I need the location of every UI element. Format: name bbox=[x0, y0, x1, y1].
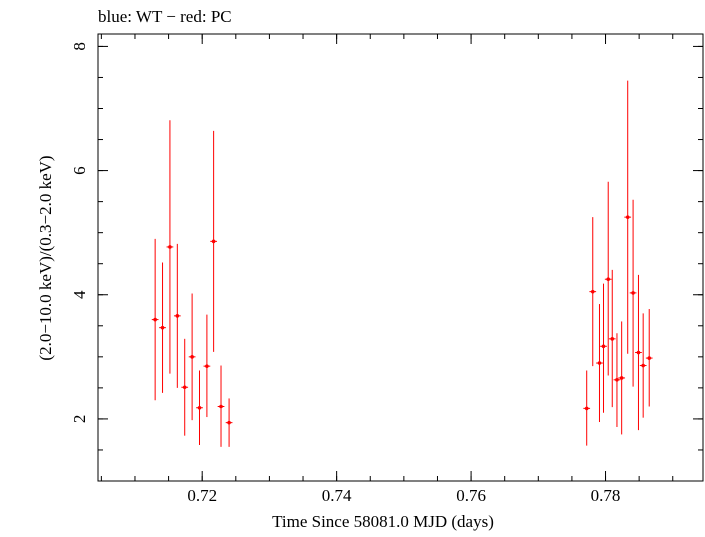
data-marker bbox=[606, 277, 611, 282]
data-marker bbox=[182, 385, 187, 390]
data-points bbox=[151, 80, 653, 447]
x-axis-label: Time Since 58081.0 MJD (days) bbox=[272, 512, 494, 531]
data-point bbox=[645, 309, 653, 407]
data-point bbox=[217, 365, 225, 447]
chart-title: blue: WT − red: PC bbox=[98, 7, 232, 26]
data-marker bbox=[160, 325, 165, 330]
y-axis-label: (2.0−10.0 keV)/(0.3−2.0 keV) bbox=[36, 155, 55, 360]
data-marker bbox=[153, 317, 157, 322]
data-marker bbox=[631, 291, 635, 295]
data-marker bbox=[197, 405, 202, 410]
data-point bbox=[635, 274, 642, 431]
x-tick-label: 0.78 bbox=[591, 486, 621, 505]
data-marker bbox=[205, 364, 209, 368]
data-point bbox=[629, 199, 637, 387]
y-tick-label: 2 bbox=[70, 415, 89, 424]
data-point bbox=[196, 370, 203, 445]
data-point bbox=[188, 293, 196, 421]
y-tick-label: 8 bbox=[70, 42, 89, 51]
data-point bbox=[639, 313, 647, 418]
data-marker bbox=[641, 363, 645, 368]
axis-tick-labels: 0.72 0.74 0.76 0.78 2 4 6 8 bbox=[70, 42, 620, 505]
data-marker bbox=[601, 344, 606, 349]
data-point bbox=[159, 262, 166, 393]
y-tick-label: 4 bbox=[70, 290, 89, 299]
data-marker bbox=[636, 350, 641, 355]
x-tick-label: 0.74 bbox=[322, 486, 352, 505]
axis-ticks bbox=[98, 34, 703, 481]
data-marker bbox=[615, 378, 619, 382]
data-point bbox=[583, 370, 591, 446]
data-marker bbox=[610, 337, 615, 341]
data-point bbox=[173, 243, 181, 388]
data-marker bbox=[211, 239, 216, 244]
data-marker bbox=[619, 376, 624, 380]
data-marker bbox=[590, 289, 595, 294]
data-marker bbox=[227, 420, 231, 425]
data-marker bbox=[219, 404, 223, 409]
y-tick-label: 6 bbox=[70, 166, 89, 175]
data-point bbox=[181, 338, 189, 436]
data-point bbox=[596, 304, 603, 423]
data-marker bbox=[625, 215, 630, 219]
data-point bbox=[624, 80, 632, 354]
data-point bbox=[589, 217, 597, 367]
data-marker bbox=[584, 406, 589, 411]
data-marker bbox=[175, 314, 180, 318]
data-point bbox=[613, 333, 621, 427]
data-point bbox=[604, 181, 612, 376]
data-marker bbox=[647, 356, 652, 360]
data-point bbox=[166, 120, 174, 374]
data-point bbox=[618, 321, 626, 435]
data-marker bbox=[190, 355, 194, 359]
data-marker bbox=[597, 361, 602, 365]
data-point bbox=[151, 238, 159, 401]
x-tick-label: 0.72 bbox=[187, 486, 217, 505]
data-marker bbox=[168, 245, 172, 249]
x-tick-label: 0.76 bbox=[456, 486, 486, 505]
data-point bbox=[600, 283, 607, 413]
plot-frame bbox=[97, 33, 704, 482]
data-point bbox=[608, 269, 616, 408]
data-point bbox=[203, 314, 211, 418]
data-point bbox=[225, 398, 233, 447]
data-point bbox=[210, 130, 217, 352]
